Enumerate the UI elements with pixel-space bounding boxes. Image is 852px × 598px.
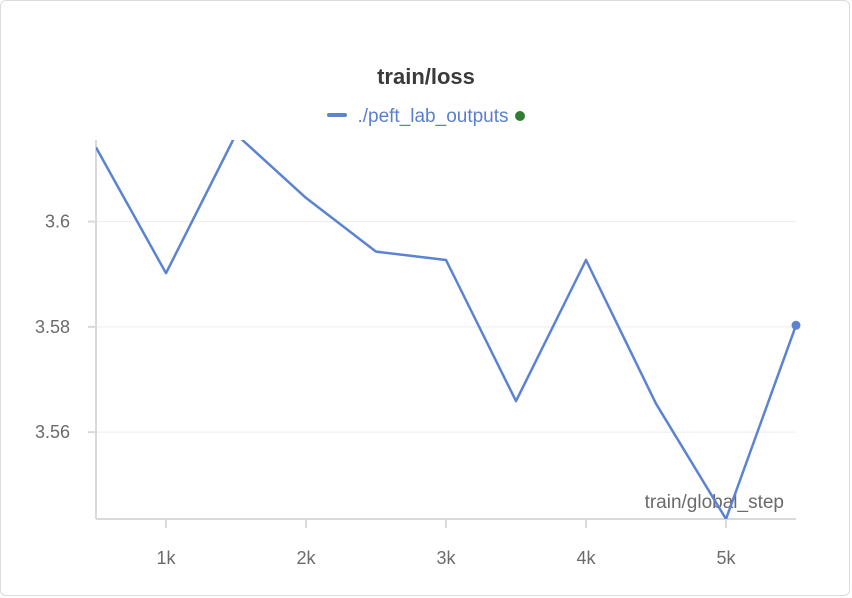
x-tick-label: 1k (156, 548, 176, 568)
legend-series-label: ./peft_lab_outputs (357, 106, 509, 127)
x-tick-label: 4k (576, 548, 596, 568)
chart-title: train/loss (377, 64, 475, 89)
x-tick-label: 5k (716, 548, 736, 568)
series-line (96, 140, 798, 519)
chart-legend[interactable]: ./peft_lab_outputs (0, 106, 852, 128)
x-tick-label: 2k (296, 548, 316, 568)
x-axis-label: train/global_step (645, 492, 784, 513)
y-tick-label: 3.56 (35, 422, 70, 442)
legend-line-swatch (327, 112, 348, 117)
series-last-point (791, 320, 801, 330)
y-tick-label: 3.58 (35, 317, 70, 337)
y-tick-label: 3.6 (45, 212, 70, 232)
x-tick-label: 3k (436, 548, 456, 568)
legend-status-dot-icon (514, 110, 525, 121)
